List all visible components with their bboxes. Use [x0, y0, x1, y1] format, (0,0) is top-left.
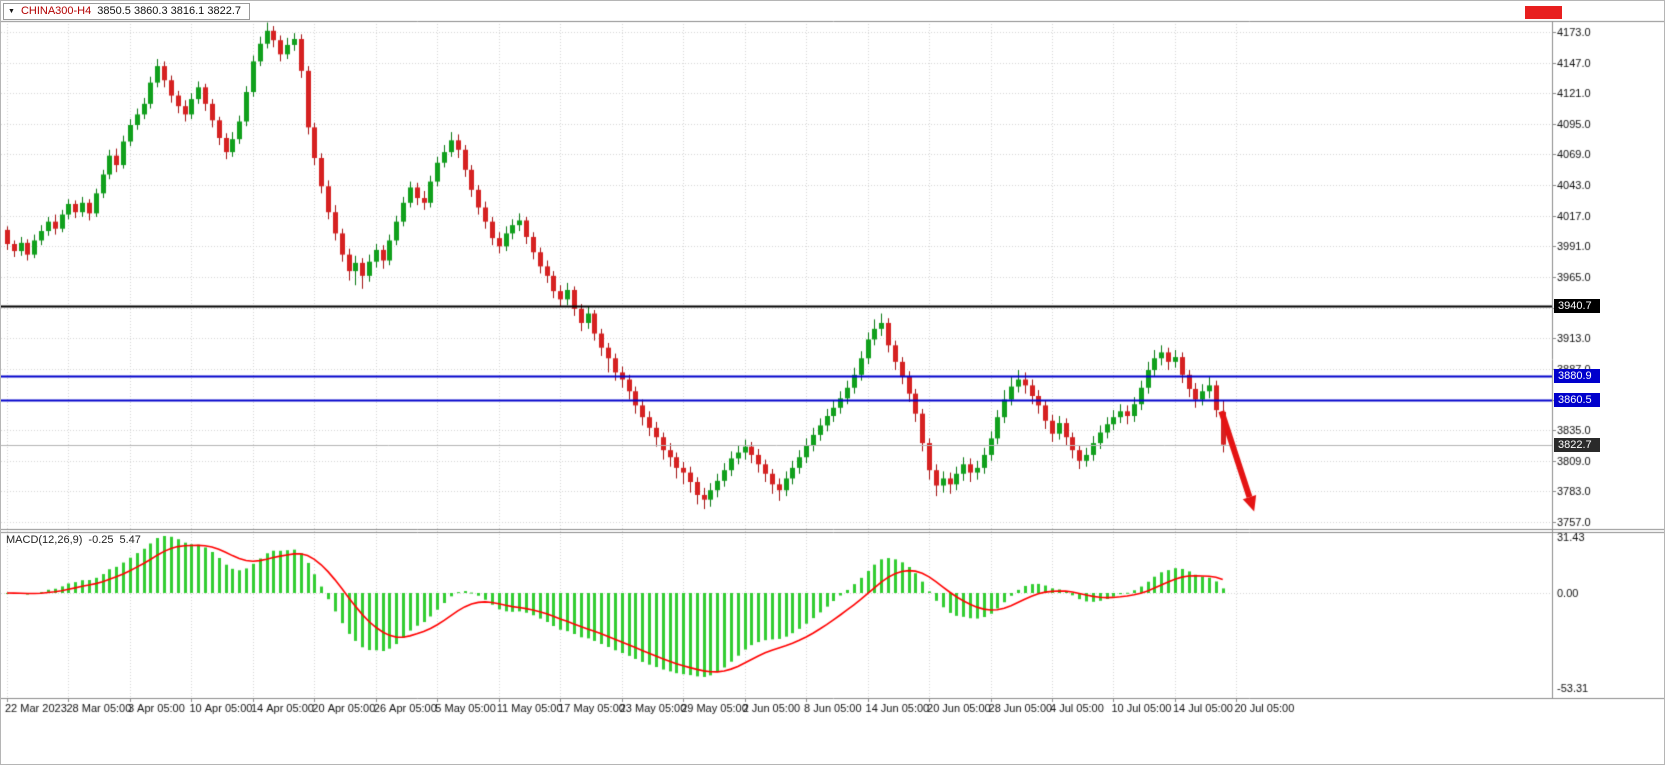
dropdown-arrow-icon[interactable]: ▼	[8, 8, 15, 15]
symbol-ohlc-values: 3850.5 3860.3 3816.1 3822.7	[97, 5, 241, 17]
level-line-price-label: 3940.7	[1554, 298, 1600, 313]
macd-signal-value: 5.47	[119, 534, 141, 546]
symbol-selector[interactable]: ▼ CHINA300-H4 3850.5 3860.3 3816.1 3822.…	[3, 3, 250, 20]
level-line-price-label: 3860.5	[1554, 393, 1600, 408]
current-price-label: 3822.7	[1554, 437, 1600, 452]
symbol-name: CHINA300-H4	[20, 5, 92, 17]
chart-header-bar: ▼ CHINA300-H4 3850.5 3860.3 3816.1 3822.…	[1, 1, 1664, 21]
level-line-price-label: 3880.9	[1554, 369, 1600, 384]
red-marker-badge[interactable]	[1525, 6, 1562, 19]
macd-main-value: -0.25	[88, 534, 114, 546]
macd-label: MACD(12,26,9)	[6, 534, 83, 546]
macd-indicator-title: MACD(12,26,9) -0.25 5.47	[6, 534, 147, 546]
